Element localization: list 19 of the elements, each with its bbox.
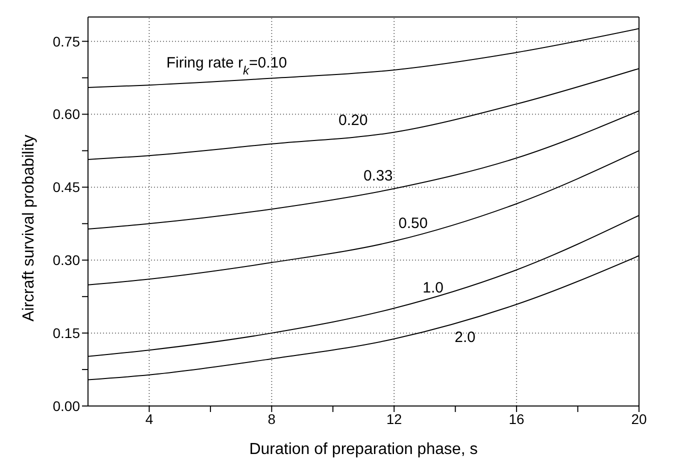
- series-label: 0.20: [338, 112, 368, 130]
- y-tick-label: 0.00: [52, 398, 80, 414]
- x-tick-label: 4: [145, 410, 154, 427]
- x-tick-label: 16: [508, 410, 525, 427]
- series-label: 0.50: [398, 215, 428, 232]
- y-tick-label: 0.30: [52, 252, 80, 268]
- y-axis-title: Aircraft survival probability: [20, 134, 38, 322]
- y-tick-label: 0.45: [52, 179, 80, 196]
- x-tick-label: 20: [631, 410, 647, 427]
- y-tick-label: 0.60: [52, 106, 80, 122]
- series-label: 0.33: [364, 168, 393, 185]
- y-tick-label: 0.15: [52, 325, 80, 342]
- x-axis-title: Duration of preparation phase, s: [249, 441, 478, 458]
- series-label: 2.0: [454, 328, 476, 346]
- y-tick-label: 0.75: [52, 33, 80, 50]
- series-label: Firing rate r$_{k}$=0.10: [166, 54, 287, 78]
- x-tick-label: 8: [268, 410, 276, 427]
- x-tick-label: 12: [386, 410, 402, 427]
- series-label: 1.0: [422, 279, 444, 296]
